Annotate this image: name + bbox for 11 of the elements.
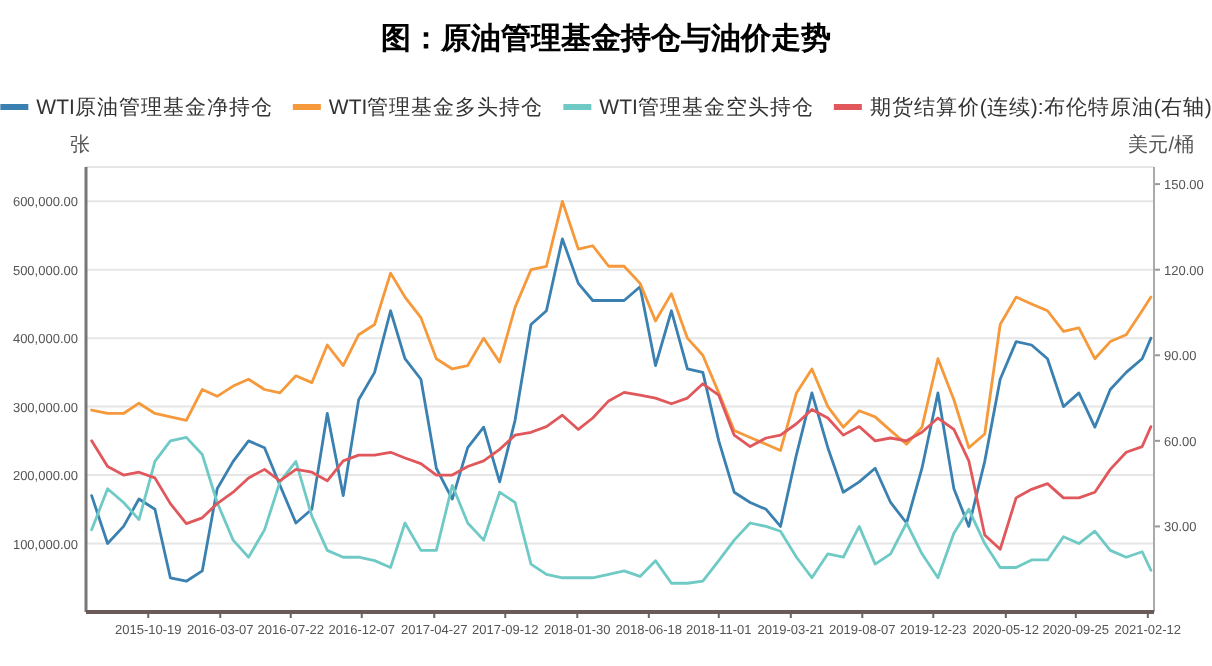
line-series: [90, 382, 1153, 551]
legend-label: WTI管理基金空头持仓: [599, 94, 814, 120]
line-series: [90, 199, 1153, 452]
line-series: [90, 237, 1153, 583]
line-series: [90, 436, 1153, 585]
legend-label: WTI原油管理基金净持仓: [36, 94, 273, 120]
y2-axis-title: 美元/桶: [1128, 133, 1194, 157]
y-axis-title: 张: [70, 133, 90, 157]
chart-title: 图：原油管理基金持仓与油价走势: [381, 22, 831, 56]
legend-label: 期货结算价(连续):布伦特原油(右轴): [869, 94, 1212, 120]
legend-label: WTI管理基金多头持仓: [328, 94, 544, 120]
